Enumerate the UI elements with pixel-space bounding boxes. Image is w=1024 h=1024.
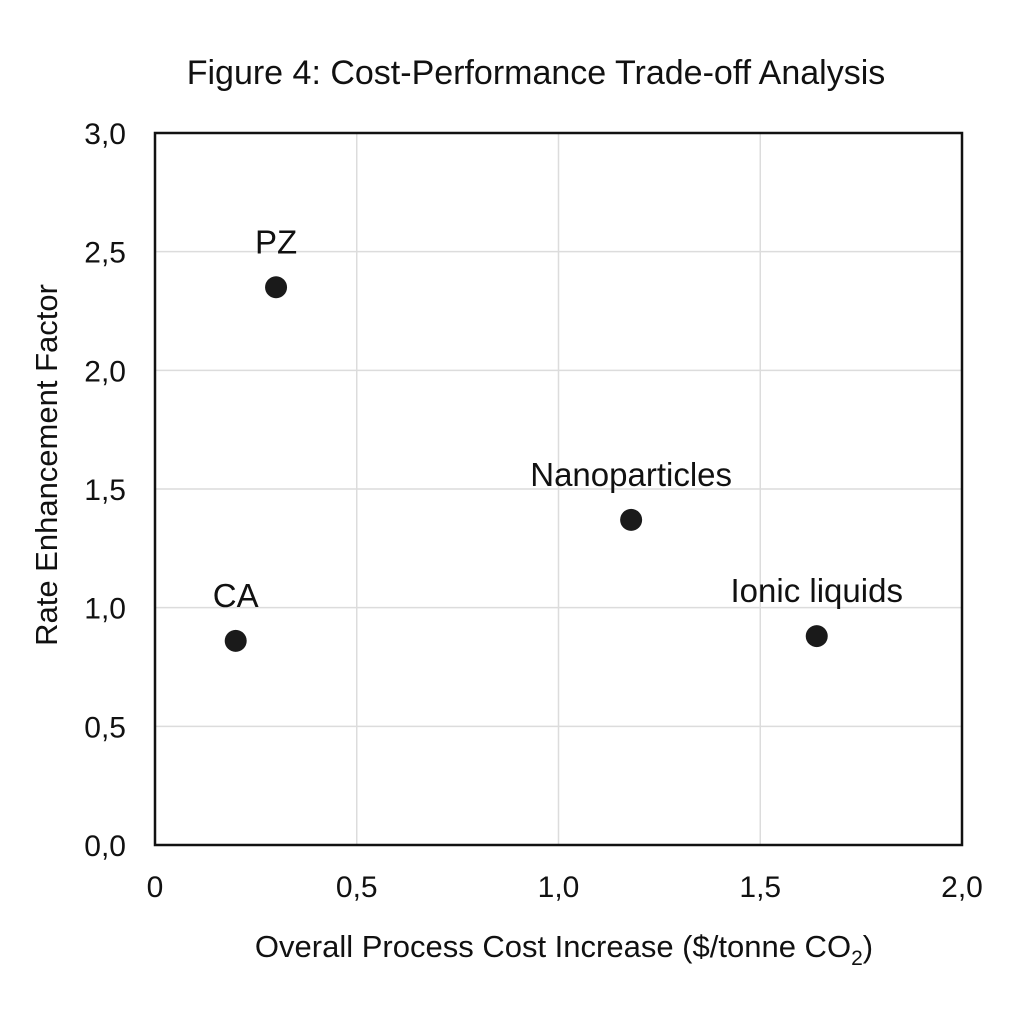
y-tick-label: 3,0 [84, 118, 126, 151]
y-tick-label: 2,0 [84, 355, 126, 388]
data-points: PZ CA Nanoparticles Ionic liquids [213, 223, 903, 652]
x-tick-label: 1,0 [538, 871, 580, 904]
x-axis-label-subscript: 2 [851, 947, 863, 970]
data-point-label: PZ [255, 223, 297, 260]
tick-labels: 0 0,5 1,0 1,5 2,0 0,0 0,5 1,0 1,5 2,0 2,5 3,0 [84, 118, 983, 904]
y-tick-label: 2,5 [84, 237, 126, 270]
chart-title: Figure 4: Cost-Performance Trade-off Ana… [187, 54, 886, 92]
x-tick-label: 2,0 [941, 871, 983, 904]
y-axis-label: Rate Enhancement Factor [29, 284, 64, 646]
x-tick-label: 0,5 [336, 871, 378, 904]
y-tick-label: 1,5 [84, 474, 126, 507]
x-axis-label-main: Overall Process Cost Increase ($/tonne C… [255, 929, 851, 964]
data-point-label: Nanoparticles [530, 456, 732, 493]
data-point [620, 508, 643, 531]
data-point [224, 629, 247, 652]
data-point-label: CA [213, 577, 259, 614]
y-tick-label: 0,5 [84, 711, 126, 744]
x-axis-label: Overall Process Cost Increase ($/tonne C… [255, 929, 873, 970]
x-axis-label-close: ) [863, 929, 873, 964]
data-point [265, 276, 288, 299]
x-tick-label: 0 [147, 871, 164, 904]
plot-frame [153, 131, 964, 847]
data-point-label: Ionic liquids [731, 572, 903, 609]
x-tick-label: 1,5 [739, 871, 781, 904]
y-tick-label: 1,0 [84, 593, 126, 626]
y-tick-label: 0,0 [84, 830, 126, 863]
data-point [805, 625, 828, 648]
